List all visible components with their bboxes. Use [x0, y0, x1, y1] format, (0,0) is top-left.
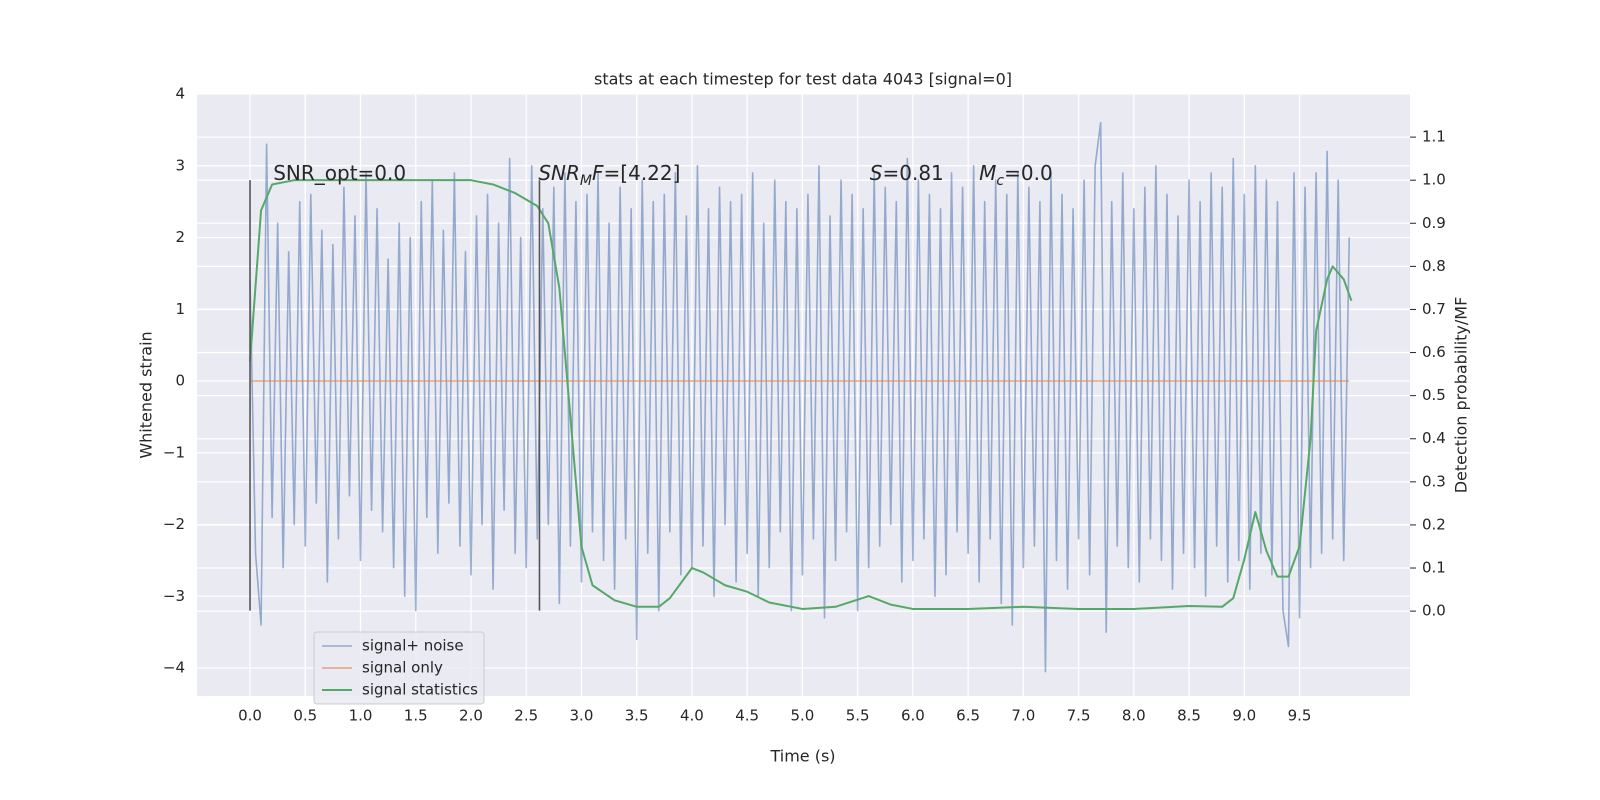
- annotation: SNRMF=[4.22]: [538, 161, 680, 189]
- chart-title: stats at each timestep for test data 404…: [594, 70, 1012, 89]
- x-tick-label: 9.0: [1232, 707, 1256, 725]
- y2-tick-label: 0.6: [1422, 343, 1446, 361]
- x-tick-label: 5.0: [790, 707, 814, 725]
- annotation-part: SNR: [538, 161, 580, 185]
- annotation-part: F: [592, 161, 604, 185]
- y2-tick-label: 0.7: [1422, 300, 1446, 318]
- y2-tick-label: 1.1: [1422, 128, 1446, 146]
- x-tick-label: 0.5: [293, 707, 317, 725]
- series-line: [249, 121, 1351, 673]
- x-tick-label: 1.0: [349, 707, 373, 725]
- y2-axis-label: Detection probability/MF: [1452, 297, 1471, 494]
- y-tick-label: 1: [175, 300, 185, 318]
- y-tick-label: 3: [175, 156, 185, 174]
- y-tick-label: −3: [163, 587, 185, 605]
- y2-tick-label: 0.0: [1422, 602, 1446, 620]
- legend-label: signal+ noise: [362, 637, 464, 655]
- y-tick-label: 2: [175, 228, 185, 246]
- y-tick-label: 0: [175, 372, 185, 390]
- y2-tick-label: 0.5: [1422, 386, 1446, 404]
- x-tick-label: 0.0: [238, 707, 262, 725]
- annotation-part: M: [580, 173, 592, 189]
- y-tick-label: 4: [175, 85, 185, 103]
- annotation: S=0.81: [870, 161, 944, 185]
- annotation-part: SNR_opt=0.0: [273, 161, 406, 185]
- x-tick-label: 3.5: [625, 707, 649, 725]
- x-tick-label: 7.0: [1011, 707, 1035, 725]
- x-tick-label: 2.0: [459, 707, 483, 725]
- x-tick-label: 7.5: [1067, 707, 1091, 725]
- x-tick-label: 6.0: [901, 707, 925, 725]
- annotation-part: =[4.22]: [604, 161, 681, 185]
- x-tick-label: 6.5: [956, 707, 980, 725]
- y-axis-label: Whitened strain: [137, 331, 156, 458]
- y2-tick-label: 1.0: [1422, 171, 1446, 189]
- annotation: SNR_opt=0.0: [273, 161, 406, 185]
- x-tick-label: 4.0: [680, 707, 704, 725]
- annotation-part: c: [996, 173, 1004, 189]
- series-line: [249, 179, 1353, 610]
- x-axis-label: Time (s): [769, 747, 835, 766]
- annotation-part: =0.81: [882, 161, 943, 185]
- x-tick-label: 2.5: [514, 707, 538, 725]
- x-tick-label: 5.5: [846, 707, 870, 725]
- legend-label: signal only: [362, 659, 443, 677]
- x-tick-label: 8.0: [1122, 707, 1146, 725]
- y-tick-label: −4: [163, 659, 185, 677]
- annotation-part: M: [979, 161, 996, 185]
- x-tick-label: 9.5: [1288, 707, 1312, 725]
- annotation-part: S: [870, 161, 883, 185]
- y2-tick-label: 0.9: [1422, 214, 1446, 232]
- y2-tick-label: 0.1: [1422, 559, 1446, 577]
- legend-box: [313, 631, 485, 705]
- y2-tick-label: 0.4: [1422, 429, 1446, 447]
- x-tick-label: 1.5: [404, 707, 428, 725]
- x-tick-label: 8.5: [1177, 707, 1201, 725]
- x-tick-label: 4.5: [735, 707, 759, 725]
- y-tick-label: −1: [163, 443, 185, 461]
- y-tick-label: −2: [163, 515, 185, 533]
- x-tick-label: 3.0: [570, 707, 594, 725]
- legend-label: signal statistics: [362, 681, 478, 699]
- y2-tick-label: 0.8: [1422, 257, 1446, 275]
- annotation: Mc=0.0: [979, 161, 1053, 189]
- y2-tick-label: 0.2: [1422, 515, 1446, 533]
- y2-tick-label: 0.3: [1422, 472, 1446, 490]
- annotation-part: =0.0: [1004, 161, 1053, 185]
